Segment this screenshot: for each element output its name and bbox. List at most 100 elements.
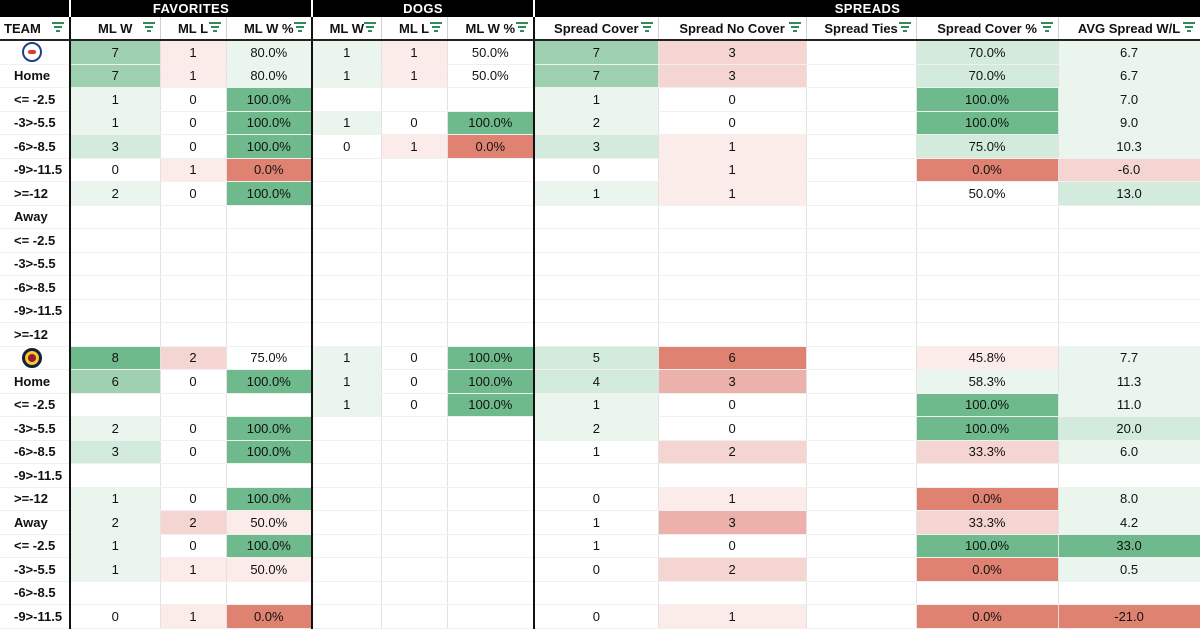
filter-icon[interactable] bbox=[208, 22, 221, 32]
data-cell[interactable]: 1 bbox=[70, 111, 161, 135]
data-cell[interactable] bbox=[534, 228, 659, 253]
data-cell[interactable] bbox=[312, 463, 382, 488]
data-cell[interactable] bbox=[381, 181, 448, 206]
column-header[interactable]: ML W % bbox=[226, 17, 314, 41]
split-label-cell[interactable]: Away bbox=[0, 510, 71, 535]
column-header[interactable]: Spread Ties bbox=[806, 17, 917, 41]
data-cell[interactable] bbox=[806, 205, 917, 229]
data-cell[interactable]: 2 bbox=[658, 440, 807, 464]
data-cell[interactable]: 100.0% bbox=[447, 393, 536, 417]
data-cell[interactable] bbox=[447, 604, 536, 629]
data-cell[interactable] bbox=[534, 299, 659, 323]
data-cell[interactable] bbox=[447, 181, 536, 206]
data-cell[interactable] bbox=[312, 181, 382, 206]
data-cell[interactable]: 1 bbox=[70, 534, 161, 558]
data-cell[interactable] bbox=[381, 299, 448, 323]
data-cell[interactable] bbox=[1058, 299, 1200, 323]
column-header[interactable]: ML L bbox=[160, 17, 227, 41]
column-header[interactable]: ML W bbox=[312, 17, 382, 41]
data-cell[interactable]: 6 bbox=[658, 346, 807, 370]
data-cell[interactable] bbox=[806, 228, 917, 253]
data-cell[interactable]: 0.0% bbox=[916, 604, 1059, 629]
data-cell[interactable]: 6.7 bbox=[1058, 40, 1200, 65]
data-cell[interactable] bbox=[226, 463, 314, 488]
data-cell[interactable] bbox=[916, 205, 1059, 229]
data-cell[interactable] bbox=[806, 463, 917, 488]
data-cell[interactable] bbox=[312, 252, 382, 276]
data-cell[interactable]: 4 bbox=[534, 369, 659, 394]
data-cell[interactable] bbox=[658, 275, 807, 300]
data-cell[interactable]: 0.0% bbox=[226, 158, 314, 182]
data-cell[interactable]: 2 bbox=[160, 510, 227, 535]
data-cell[interactable]: 10.3 bbox=[1058, 134, 1200, 159]
data-cell[interactable]: 33.0 bbox=[1058, 534, 1200, 558]
data-cell[interactable]: 0 bbox=[381, 369, 448, 394]
data-cell[interactable] bbox=[806, 440, 917, 464]
data-cell[interactable]: 50.0% bbox=[447, 64, 536, 88]
data-cell[interactable]: 1 bbox=[312, 346, 382, 370]
data-cell[interactable]: 100.0% bbox=[226, 487, 314, 511]
data-cell[interactable]: 100.0% bbox=[916, 87, 1059, 112]
data-cell[interactable]: 50.0% bbox=[226, 510, 314, 535]
data-cell[interactable] bbox=[312, 158, 382, 182]
data-cell[interactable]: 7.0 bbox=[1058, 87, 1200, 112]
data-cell[interactable] bbox=[806, 134, 917, 159]
data-cell[interactable] bbox=[70, 252, 161, 276]
split-label-cell[interactable]: -6>-8.5 bbox=[0, 440, 71, 464]
data-cell[interactable]: 1 bbox=[534, 510, 659, 535]
data-cell[interactable] bbox=[447, 87, 536, 112]
column-header[interactable]: Spread Cover bbox=[534, 17, 659, 41]
filter-icon[interactable] bbox=[516, 22, 529, 32]
data-cell[interactable]: 3 bbox=[658, 369, 807, 394]
data-cell[interactable] bbox=[1058, 275, 1200, 300]
data-cell[interactable] bbox=[312, 228, 382, 253]
data-cell[interactable] bbox=[381, 557, 448, 582]
data-cell[interactable]: 80.0% bbox=[226, 64, 314, 88]
data-cell[interactable] bbox=[447, 416, 536, 441]
data-cell[interactable] bbox=[806, 299, 917, 323]
data-cell[interactable]: 1 bbox=[534, 393, 659, 417]
data-cell[interactable]: 0 bbox=[70, 604, 161, 629]
data-cell[interactable]: 0.0% bbox=[916, 487, 1059, 511]
data-cell[interactable] bbox=[70, 463, 161, 488]
data-cell[interactable]: 1 bbox=[381, 134, 448, 159]
data-cell[interactable] bbox=[312, 275, 382, 300]
data-cell[interactable] bbox=[534, 205, 659, 229]
split-label-cell[interactable]: -6>-8.5 bbox=[0, 134, 71, 159]
data-cell[interactable]: 100.0% bbox=[447, 111, 536, 135]
column-header[interactable]: ML L bbox=[381, 17, 448, 41]
data-cell[interactable]: 7 bbox=[70, 40, 161, 65]
data-cell[interactable]: 1 bbox=[312, 111, 382, 135]
data-cell[interactable]: 100.0% bbox=[916, 416, 1059, 441]
data-cell[interactable] bbox=[806, 64, 917, 88]
data-cell[interactable]: 100.0% bbox=[226, 369, 314, 394]
split-label-cell[interactable]: -3>-5.5 bbox=[0, 416, 71, 441]
data-cell[interactable] bbox=[226, 205, 314, 229]
data-cell[interactable] bbox=[1058, 228, 1200, 253]
data-cell[interactable] bbox=[312, 557, 382, 582]
split-label-cell[interactable]: -6>-8.5 bbox=[0, 581, 71, 605]
split-label-cell[interactable]: -3>-5.5 bbox=[0, 111, 71, 135]
data-cell[interactable] bbox=[658, 228, 807, 253]
data-cell[interactable] bbox=[447, 581, 536, 605]
data-cell[interactable]: 1 bbox=[312, 64, 382, 88]
data-cell[interactable] bbox=[381, 581, 448, 605]
data-cell[interactable] bbox=[226, 581, 314, 605]
data-cell[interactable] bbox=[1058, 322, 1200, 347]
data-cell[interactable]: 8 bbox=[70, 346, 161, 370]
data-cell[interactable] bbox=[381, 487, 448, 511]
data-cell[interactable]: 0 bbox=[658, 534, 807, 558]
data-cell[interactable]: 1 bbox=[534, 181, 659, 206]
data-cell[interactable] bbox=[226, 393, 314, 417]
data-cell[interactable] bbox=[70, 275, 161, 300]
split-label-cell[interactable]: -9>-11.5 bbox=[0, 299, 71, 323]
column-header[interactable]: TEAM bbox=[0, 17, 71, 41]
data-cell[interactable]: 0 bbox=[534, 487, 659, 511]
data-cell[interactable]: -21.0 bbox=[1058, 604, 1200, 629]
data-cell[interactable] bbox=[1058, 252, 1200, 276]
data-cell[interactable]: 6 bbox=[70, 369, 161, 394]
data-cell[interactable]: 2 bbox=[534, 111, 659, 135]
split-label-cell[interactable]: Away bbox=[0, 205, 71, 229]
data-cell[interactable] bbox=[658, 252, 807, 276]
data-cell[interactable] bbox=[806, 581, 917, 605]
